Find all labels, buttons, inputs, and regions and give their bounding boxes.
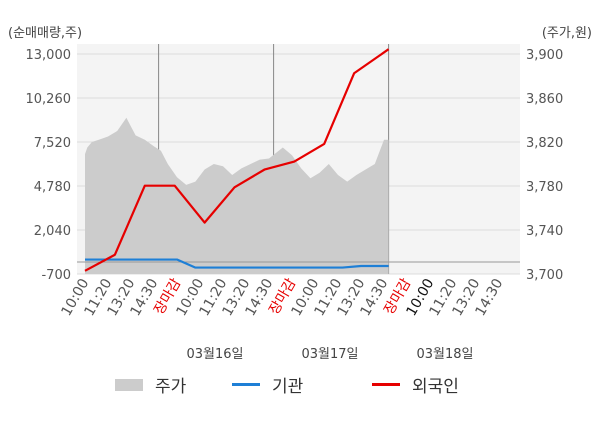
legend-label-foreign: 외국인	[412, 377, 459, 397]
left-tick-label: -700	[41, 268, 71, 283]
left-tick-label: 4,780	[34, 180, 71, 195]
date-label: 03월16일	[186, 347, 243, 362]
right-tick-label: 3,820	[526, 136, 563, 151]
legend-swatch-institution	[232, 383, 260, 386]
legend: 주가 기관 외국인	[0, 372, 600, 402]
legend-item-price: 주가	[115, 372, 186, 397]
series-price-area	[85, 117, 389, 274]
left-axis: 13,000 10,260 7,520 4,780 2,040 -700	[26, 48, 72, 283]
legend-label-institution: 기관	[272, 377, 304, 397]
legend-item-institution: 기관	[232, 372, 303, 397]
right-unit-label: (주가,원)	[541, 26, 592, 41]
left-tick-label: 10,260	[26, 92, 72, 107]
right-tick-label: 3,900	[526, 48, 563, 63]
legend-item-foreign: 외국인	[372, 372, 459, 397]
legend-swatch-foreign	[372, 383, 400, 386]
x-axis: 10:0011:2013:2014:30장마감10:0011:2013:2014…	[58, 276, 506, 319]
date-label: 03월18일	[416, 347, 473, 362]
right-tick-label: 3,780	[526, 180, 563, 195]
left-tick-label: 2,040	[34, 224, 71, 239]
date-label: 03월17일	[301, 347, 358, 362]
right-tick-label: 3,740	[526, 224, 563, 239]
series-layer	[77, 48, 520, 274]
right-tick-label: 3,860	[526, 92, 563, 107]
left-tick-label: 7,520	[34, 136, 71, 151]
date-axis: 03월16일 03월17일 03월18일	[186, 347, 473, 362]
right-tick-label: 3,700	[526, 268, 563, 283]
left-unit-label: (순매매량,주)	[8, 26, 83, 41]
series-institution-line	[85, 258, 389, 269]
series-foreign-line	[84, 48, 390, 272]
legend-swatch-price	[115, 378, 143, 391]
legend-label-price: 주가	[155, 377, 187, 397]
right-axis: 3,900 3,860 3,820 3,780 3,740 3,700	[526, 48, 563, 283]
left-tick-label: 13,000	[26, 48, 72, 63]
